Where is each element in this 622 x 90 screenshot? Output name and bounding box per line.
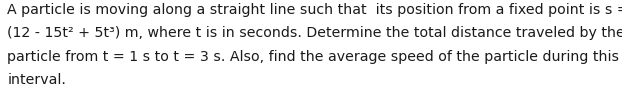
Text: A particle is moving along a straight line such that  its position from a fixed : A particle is moving along a straight li… [7,3,622,17]
Text: interval.: interval. [7,73,67,87]
Text: (12 - 15t² + 5t³) m, where t is in seconds. Determine the total distance travele: (12 - 15t² + 5t³) m, where t is in secon… [7,26,622,40]
Text: particle from t = 1 s to t = 3 s. Also, find the average speed of the particle d: particle from t = 1 s to t = 3 s. Also, … [7,50,622,64]
